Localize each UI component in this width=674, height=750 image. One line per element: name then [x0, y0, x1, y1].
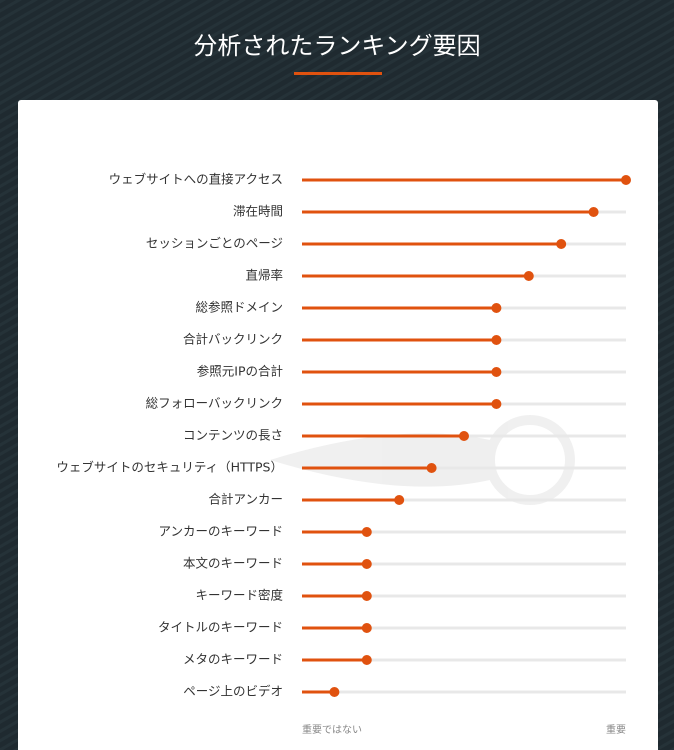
dot	[588, 207, 599, 217]
dot	[361, 623, 372, 633]
bar	[302, 338, 497, 342]
category-label: 滞在時間	[233, 204, 283, 219]
track	[302, 690, 626, 694]
track	[302, 498, 626, 502]
card	[18, 100, 658, 750]
category-label: コンテンツの長さ	[183, 428, 283, 443]
bar	[302, 626, 367, 630]
track	[302, 594, 626, 598]
category-label: 総フォローバックリンク	[146, 396, 283, 411]
bar	[302, 178, 626, 182]
dot	[426, 463, 437, 473]
category-label: 参照元IPの合計	[197, 364, 283, 379]
dot	[523, 271, 534, 281]
category-label: 合計バックリンク	[183, 332, 283, 347]
dot	[491, 367, 502, 377]
x-tick-label: 重要	[606, 723, 626, 736]
dot	[621, 175, 631, 185]
track	[302, 466, 626, 470]
bar	[302, 434, 464, 438]
bar	[302, 370, 497, 374]
bar	[302, 594, 367, 598]
bar	[302, 498, 400, 502]
bar	[302, 690, 335, 694]
dot	[459, 431, 469, 441]
track	[302, 562, 626, 566]
track	[302, 626, 626, 630]
bar	[302, 210, 594, 214]
dot	[329, 687, 340, 697]
dot	[491, 303, 502, 313]
category-label: 総参照ドメイン	[195, 300, 283, 315]
category-label: 本文のキーワード	[183, 556, 283, 571]
dot	[361, 527, 372, 537]
dot	[394, 495, 405, 505]
bar	[302, 658, 367, 662]
bar	[302, 306, 497, 310]
track	[302, 658, 626, 662]
dot	[491, 335, 502, 345]
bar	[302, 402, 497, 406]
dot	[361, 559, 372, 569]
bar	[302, 466, 432, 470]
chart-title: 分析されたランキング要因	[193, 32, 480, 60]
category-label: メタのキーワード	[183, 652, 283, 667]
category-label: ページ上のビデオ	[183, 684, 283, 699]
title-underline	[294, 72, 382, 75]
dot	[361, 591, 372, 601]
dot	[361, 655, 372, 665]
category-label: 合計アンカー	[208, 492, 283, 507]
category-label: キーワード密度	[195, 588, 283, 603]
category-label: アンカーのキーワード	[158, 524, 283, 539]
category-label: ウェブサイトのセキュリティ（HTTPS）	[56, 460, 283, 475]
bar	[302, 242, 562, 246]
x-tick-label: 重要ではない	[302, 723, 362, 736]
category-label: ウェブサイトへの直接アクセス	[109, 172, 283, 187]
category-label: 直帰率	[245, 268, 283, 283]
bar	[302, 562, 367, 566]
category-label: セッションごとのページ	[146, 236, 283, 251]
dot	[556, 239, 567, 249]
bar	[302, 274, 529, 278]
dot	[491, 399, 502, 409]
bar	[302, 530, 367, 534]
track	[302, 530, 626, 534]
category-label: タイトルのキーワード	[158, 620, 283, 635]
